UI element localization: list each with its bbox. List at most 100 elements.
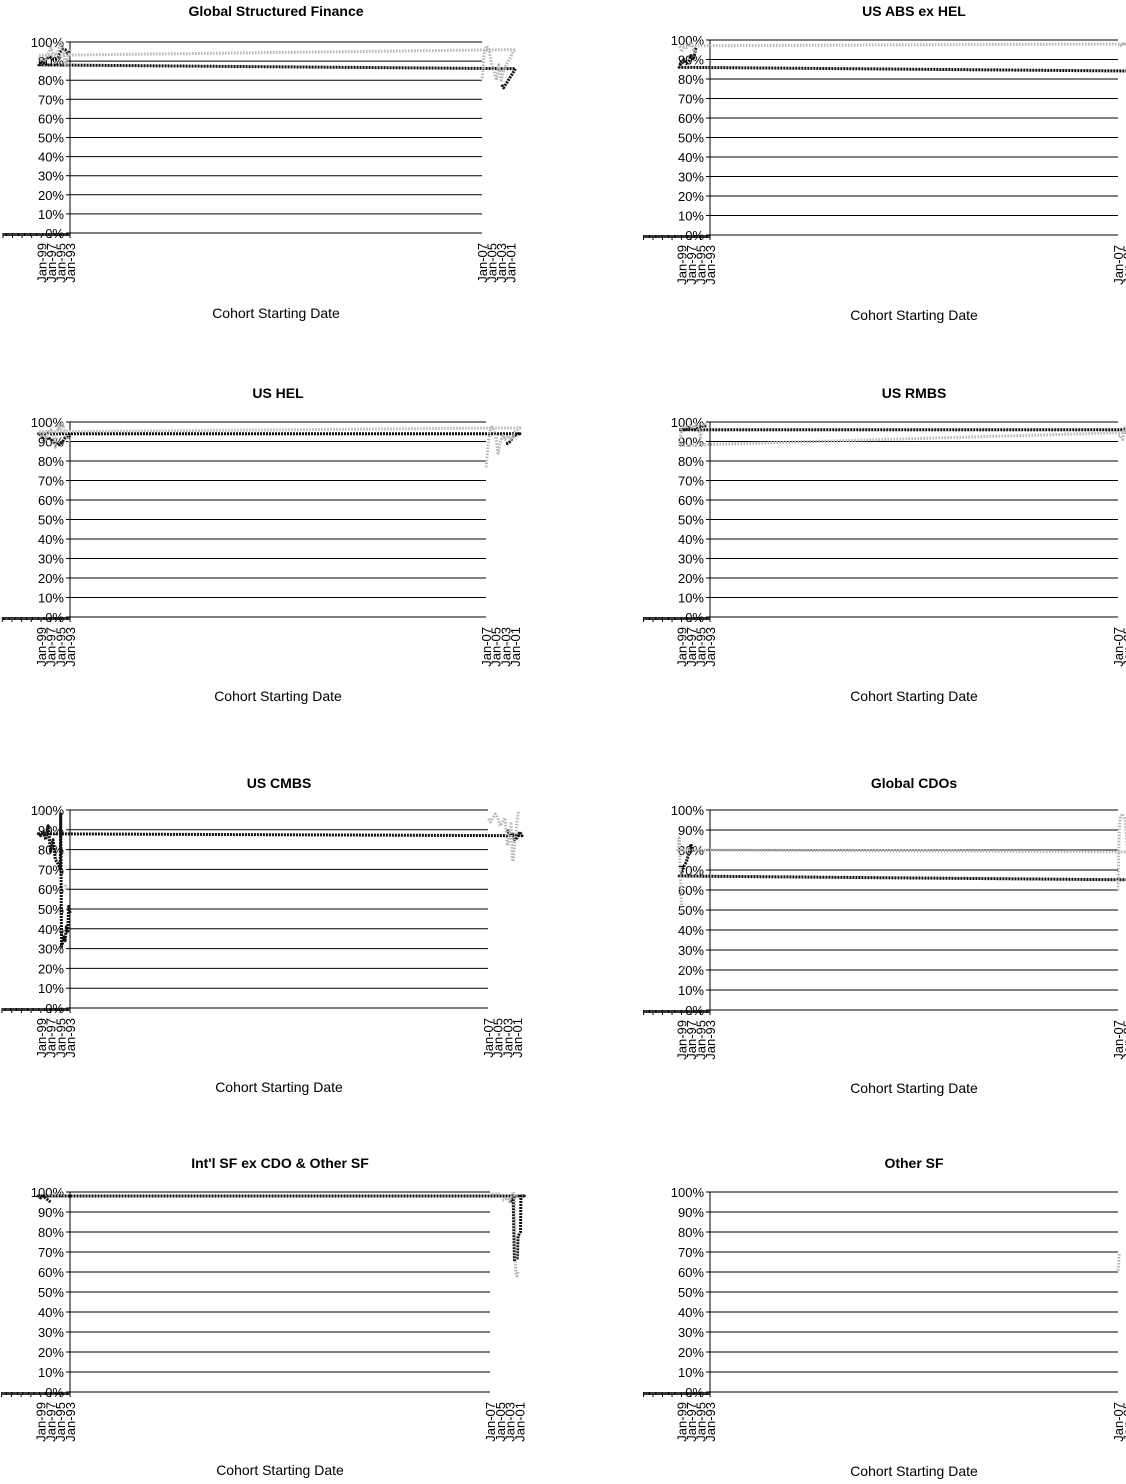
- y-tick-label: 100%: [31, 35, 65, 50]
- x-tick-label: Jan-99: [34, 1018, 49, 1058]
- x-tick-label: Jan-93: [63, 1402, 78, 1442]
- dark-series-line: [36, 1194, 526, 1262]
- x-axis-label: Cohort Starting Date: [850, 1463, 978, 1479]
- x-tick-label: Jan-07: [1111, 1402, 1126, 1442]
- chart-panel-5: US CMBS0%10%20%30%40%50%60%70%80%90%100%…: [1, 775, 525, 1095]
- chart-title: US RMBS: [882, 385, 947, 401]
- x-tick-label: Jan-95: [694, 245, 709, 285]
- x-tick-label: Jan-05: [1120, 245, 1126, 285]
- y-tick-label: 10%: [38, 981, 64, 996]
- y-tick-label: 40%: [38, 922, 64, 937]
- x-axis-label: Cohort Starting Date: [214, 688, 342, 704]
- chart-title: US ABS ex HEL: [862, 3, 966, 19]
- x-tick-label: Jan-01: [510, 1018, 525, 1058]
- y-tick-label: 30%: [678, 170, 704, 185]
- x-tick-label: Jan-07: [479, 627, 494, 667]
- chart-panel-2: US ABS ex HEL0%10%20%30%40%50%60%70%80%9…: [643, 3, 1126, 323]
- y-tick-label: 50%: [38, 1285, 64, 1300]
- y-tick-label: 60%: [678, 1265, 704, 1280]
- x-tick-label: Jan-05: [493, 1402, 508, 1442]
- y-tick-label: 60%: [38, 1265, 64, 1280]
- y-tick-label: 0%: [45, 1001, 64, 1016]
- y-tick-label: 20%: [38, 571, 64, 586]
- y-tick-label: 50%: [678, 903, 704, 918]
- y-tick-label: 100%: [31, 803, 65, 818]
- light-series-line: [37, 40, 517, 82]
- y-tick-label: 90%: [38, 1205, 64, 1220]
- y-tick-label: 30%: [38, 1325, 64, 1340]
- y-tick-label: 50%: [678, 131, 704, 146]
- y-tick-label: 30%: [38, 942, 64, 957]
- light-series-line: [63, 882, 68, 890]
- y-tick-label: 100%: [671, 415, 705, 430]
- x-tick-label: Jan-93: [63, 243, 78, 283]
- x-tick-label: Jan-05: [1120, 627, 1126, 667]
- y-tick-label: 10%: [678, 1365, 704, 1380]
- chart-title: Other SF: [884, 1155, 944, 1171]
- y-tick-label: 30%: [678, 943, 704, 958]
- x-tick-label: Jan-93: [703, 627, 718, 667]
- x-tick-label: Jan-97: [44, 627, 59, 667]
- y-tick-label: 40%: [38, 532, 64, 547]
- x-tick-label: Jan-07: [483, 1402, 498, 1442]
- x-tick-label: Jan-97: [684, 1402, 699, 1442]
- x-axis-label: Cohort Starting Date: [850, 1080, 978, 1096]
- y-tick-label: 70%: [678, 474, 704, 489]
- x-axis-label: Cohort Starting Date: [850, 688, 978, 704]
- y-tick-label: 70%: [38, 92, 64, 107]
- light-series-line: [35, 810, 44, 816]
- light-series-line: [37, 422, 522, 469]
- x-tick-label: Jan-99: [675, 627, 690, 667]
- y-tick-label: 30%: [38, 552, 64, 567]
- y-tick-label: 60%: [678, 493, 704, 508]
- dark-series-line: [677, 424, 1126, 432]
- y-tick-label: 70%: [38, 474, 64, 489]
- x-axis-label: Cohort Starting Date: [215, 1079, 343, 1095]
- x-tick-label: Jan-05: [485, 243, 500, 283]
- y-tick-label: 40%: [38, 150, 64, 165]
- x-tick-label: Jan-95: [53, 1018, 68, 1058]
- y-tick-label: 40%: [678, 532, 704, 547]
- x-tick-label: Jan-95: [53, 627, 68, 667]
- x-tick-label: Jan-95: [694, 1020, 709, 1060]
- y-tick-label: 70%: [38, 1245, 64, 1260]
- chart-title: Global Structured Finance: [188, 3, 363, 19]
- x-tick-label: Jan-03: [494, 243, 509, 283]
- y-tick-label: 90%: [678, 53, 704, 68]
- y-tick-label: 90%: [678, 823, 704, 838]
- x-tick-label: Jan-93: [703, 245, 718, 285]
- y-tick-label: 30%: [678, 1325, 704, 1340]
- light-series-line: [680, 965, 686, 975]
- x-tick-label: Jan-95: [694, 627, 709, 667]
- y-tick-label: 10%: [38, 207, 64, 222]
- x-tick-label: Jan-97: [44, 1018, 59, 1058]
- x-tick-label: Jan-07: [1111, 1020, 1126, 1060]
- y-tick-label: 50%: [38, 131, 64, 146]
- y-tick-label: 80%: [678, 454, 704, 469]
- x-tick-label: Jan-99: [675, 245, 690, 285]
- x-axis-label: Cohort Starting Date: [212, 305, 340, 321]
- dark-series-line: [36, 812, 524, 949]
- light-series-line: [676, 812, 1126, 915]
- x-tick-label: Jan-01: [508, 627, 523, 667]
- x-axis-label: Cohort Starting Date: [850, 307, 978, 323]
- x-tick-label: Jan-97: [684, 1020, 699, 1060]
- y-tick-label: 80%: [38, 73, 64, 88]
- chart-panel-1: Global Structured Finance0%10%20%30%40%5…: [2, 3, 519, 321]
- x-tick-label: Jan-07: [1111, 627, 1126, 667]
- x-axis-label: Cohort Starting Date: [216, 1462, 344, 1478]
- x-tick-label: Jan-07: [481, 1018, 496, 1058]
- light-series-line: [677, 40, 1126, 54]
- x-tick-label: Jan-97: [43, 1402, 58, 1442]
- x-tick-label: Jan-07: [475, 243, 490, 283]
- y-tick-label: 40%: [678, 1305, 704, 1320]
- chart-title: Global CDOs: [871, 775, 958, 791]
- y-tick-label: 100%: [671, 803, 705, 818]
- x-tick-label: Jan-05: [1120, 1020, 1126, 1060]
- chart-panel-4: US RMBS0%10%20%30%40%50%60%70%80%90%100%…: [643, 385, 1126, 704]
- y-tick-label: 40%: [678, 923, 704, 938]
- y-tick-label: 20%: [38, 961, 64, 976]
- y-tick-label: 10%: [38, 591, 64, 606]
- y-tick-label: 70%: [678, 92, 704, 107]
